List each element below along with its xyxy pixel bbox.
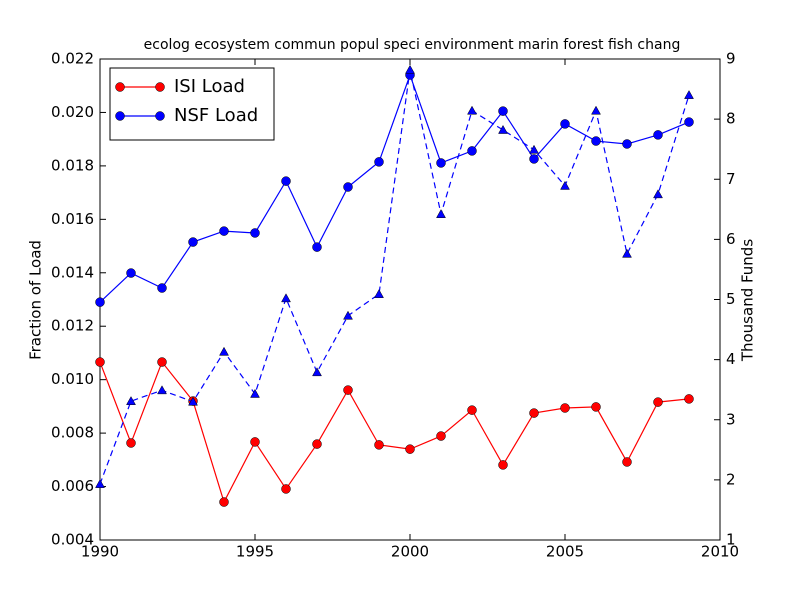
y-tick-label: 0.018 [51,156,94,174]
marker [591,105,601,115]
marker [126,396,136,405]
legend-marker [155,111,165,121]
marker [591,402,601,412]
legend-box [109,67,275,141]
marker [312,242,322,252]
y-tick-label: 0.016 [51,210,94,228]
marker [219,497,229,507]
marker [95,297,105,307]
series-line [99,69,690,485]
marker [343,385,353,395]
y-tick-label: 0.008 [51,424,94,442]
marker [281,176,291,186]
marker [560,119,570,129]
marker [95,357,105,367]
marker [250,228,260,238]
legend-marker [115,82,125,92]
y-axis-label: Fraction of Load [27,240,45,360]
series-line [99,360,690,504]
y2-tick-label: 6 [726,230,736,248]
y2-tick-label: 3 [726,410,736,428]
marker [467,146,477,156]
y2-tick-label: 9 [726,50,736,68]
chart-title: ecolog ecosystem commun popul speci envi… [144,37,681,53]
marker [529,144,539,154]
marker [219,226,229,236]
marker [157,283,167,293]
marker [374,289,384,298]
marker [250,388,260,398]
marker [374,157,384,167]
x-tick-label: 1990 [81,543,119,561]
marker [436,431,446,441]
marker [343,182,353,192]
y2-tick-label: 8 [726,110,736,128]
marker [653,130,663,140]
marker [622,248,632,258]
legend-label: NSF Load [174,105,258,126]
y2-tick-label: 7 [726,170,736,188]
x-tick-label: 2000 [391,543,429,561]
marker [405,444,415,454]
marker [498,124,508,134]
marker [684,90,694,99]
marker [95,479,105,488]
marker [498,460,508,470]
marker [405,64,415,74]
marker [281,484,291,494]
marker [467,405,477,415]
marker [529,154,539,164]
marker [188,237,198,247]
marker [188,396,198,406]
marker [126,438,136,448]
marker [529,408,539,418]
marker [312,439,322,449]
marker [219,346,229,356]
y-tick-label: 0.012 [51,317,94,335]
marker [622,457,632,467]
marker [653,189,663,199]
y2-tick-label: 2 [726,470,736,488]
marker [622,139,632,149]
legend-marker [115,111,125,121]
marker [250,437,260,447]
legend-marker [155,82,165,92]
marker [467,105,477,115]
marker [560,180,570,190]
x-tick-label: 1995 [236,543,274,561]
marker [684,394,694,404]
marker [684,117,694,127]
legend-label: ISI Load [174,76,245,97]
y2-tick-label: 5 [726,290,736,308]
x-tick-label: 2005 [546,543,584,561]
y-tick-label: 0.004 [51,531,94,549]
marker [343,310,353,320]
y2-tick-label: 4 [726,350,736,368]
y2-axis-label: Thousand Funds [739,239,757,362]
x-tick-label: 2010 [701,543,739,561]
y-tick-label: 0.020 [51,103,94,121]
marker [281,293,291,303]
marker [374,440,384,450]
marker [560,403,570,413]
y-tick-label: 0.006 [51,477,94,495]
y-tick-label: 0.010 [51,370,94,388]
marker [436,158,446,168]
marker [591,136,601,146]
marker [498,106,508,116]
y-tick-label: 0.022 [51,50,94,68]
marker [157,357,167,367]
marker [126,268,136,278]
y-tick-label: 0.014 [51,263,94,281]
marker [436,209,446,218]
marker [312,367,322,377]
marker [653,397,663,407]
series-line [99,73,690,303]
marker [157,385,167,395]
y2-tick-label: 1 [726,531,736,549]
